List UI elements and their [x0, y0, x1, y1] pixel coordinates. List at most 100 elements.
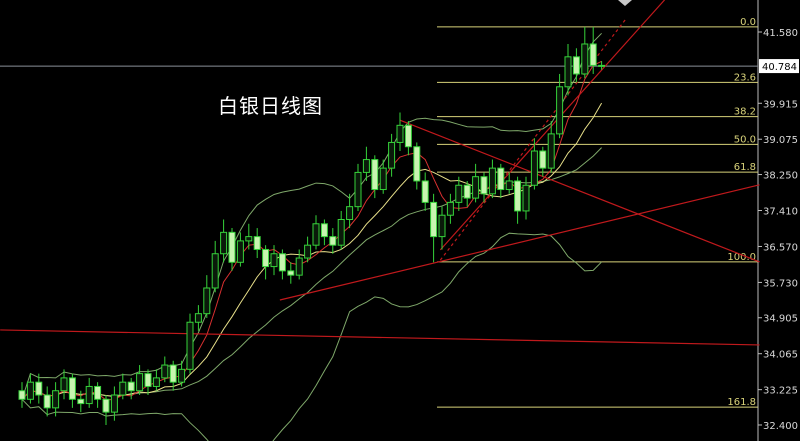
ma5-line — [21, 60, 602, 401]
y-tick-label: 33.225 — [763, 386, 798, 397]
candle — [446, 193, 454, 224]
candle-body — [354, 171, 362, 208]
candle — [228, 228, 236, 271]
current-price-box — [759, 59, 799, 74]
candle — [396, 112, 404, 152]
candle — [379, 159, 387, 194]
candle-body — [245, 236, 253, 242]
candle-body — [228, 231, 236, 263]
candle-body — [530, 150, 538, 186]
y-tick-label: 39.075 — [763, 135, 798, 146]
bollinger-lower-line — [21, 232, 602, 441]
candle — [178, 360, 186, 387]
candle-body — [472, 176, 480, 199]
candle-body — [539, 150, 547, 169]
candle-body — [304, 244, 312, 259]
candle-body — [94, 385, 102, 400]
ma10-line — [21, 102, 603, 400]
candle-body — [253, 236, 261, 250]
candle — [572, 48, 580, 83]
candle-body — [270, 253, 278, 268]
candle — [68, 373, 76, 408]
candle — [52, 382, 60, 417]
candle-body — [60, 377, 68, 392]
candle — [404, 121, 412, 156]
bollinger-upper-line — [21, 32, 602, 400]
candle — [564, 43, 572, 96]
candle — [421, 172, 429, 211]
candle — [144, 369, 152, 396]
candle-body — [421, 180, 429, 203]
candle-body — [144, 373, 152, 387]
y-tick-label: 32.400 — [763, 421, 798, 432]
candle-body — [329, 236, 337, 246]
candle — [262, 245, 270, 280]
candle-body — [446, 201, 454, 216]
candle — [85, 377, 93, 408]
candle-body — [505, 180, 513, 191]
candle-body — [35, 381, 43, 396]
candle-body — [77, 398, 85, 405]
candle — [304, 236, 312, 263]
candle-body — [396, 124, 404, 143]
candle — [152, 369, 160, 391]
trendline — [399, 119, 760, 263]
candle-body — [43, 394, 51, 409]
y-tick-label: 38.250 — [763, 171, 798, 182]
candle-body — [388, 141, 396, 169]
candle — [18, 382, 26, 408]
y-tick-label: 41.580 — [763, 28, 798, 39]
candle-body — [413, 146, 421, 182]
fib-level-label: 61.8 — [734, 162, 756, 173]
candle-body — [278, 253, 286, 272]
candle-body — [589, 43, 597, 66]
candle — [278, 249, 286, 280]
candle-body — [371, 159, 379, 191]
candle — [270, 245, 278, 276]
candle-body — [320, 223, 328, 238]
candle-body — [379, 167, 387, 191]
candle-body — [136, 373, 144, 392]
candle — [556, 73, 564, 139]
candle-body — [598, 64, 606, 67]
candle-body — [572, 56, 580, 75]
candle — [26, 373, 34, 404]
candle-body — [346, 206, 354, 220]
candle — [43, 386, 51, 417]
candle-body — [203, 287, 211, 315]
candle — [329, 228, 337, 254]
candle — [413, 142, 421, 190]
candle-body — [522, 184, 530, 212]
candle — [547, 121, 555, 173]
candle-body — [497, 167, 505, 191]
candle — [60, 369, 68, 400]
candle — [505, 172, 513, 194]
candle-body — [455, 184, 463, 203]
candle-body — [102, 398, 110, 413]
candle-body — [556, 86, 564, 135]
candle — [236, 232, 244, 267]
candle — [362, 146, 370, 181]
trendline — [439, 0, 666, 251]
candle-body — [169, 364, 177, 383]
candle — [77, 390, 85, 413]
candle-body — [430, 201, 438, 238]
candle — [169, 360, 177, 391]
candle-body — [362, 159, 370, 173]
candle — [497, 163, 505, 199]
candle-body — [152, 377, 160, 387]
candle — [245, 223, 253, 250]
candle — [488, 159, 496, 199]
fib-level-label: 50.0 — [734, 134, 756, 145]
candle — [463, 180, 471, 207]
candle-body — [287, 270, 295, 276]
candle-body — [295, 257, 303, 276]
candle-body — [161, 364, 169, 379]
candle-body — [312, 223, 320, 246]
y-tick-label: 34.905 — [763, 314, 798, 325]
candle — [371, 155, 379, 199]
candle — [346, 193, 354, 229]
candle — [430, 193, 438, 263]
